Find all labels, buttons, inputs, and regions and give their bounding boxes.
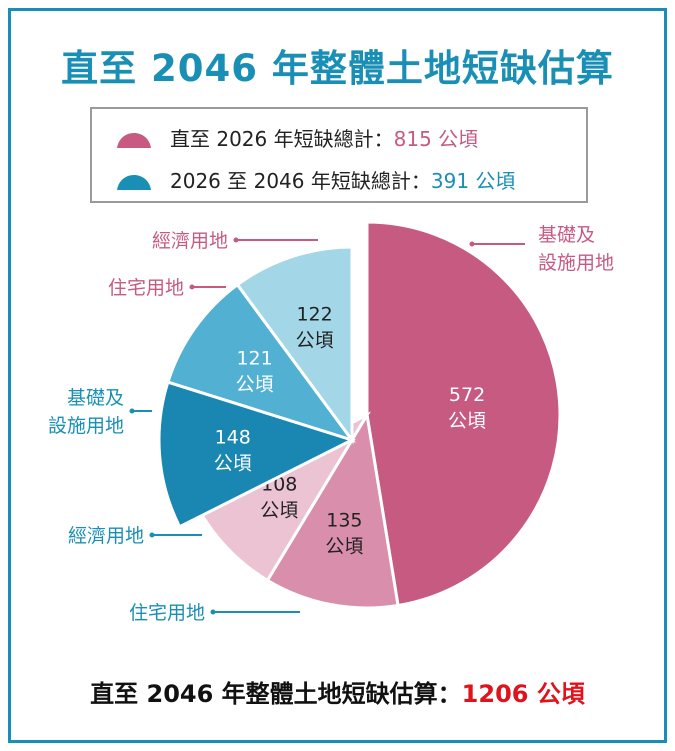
leader-dot	[149, 532, 155, 538]
slice-unit: 公頃	[296, 329, 334, 351]
pie-slice-b-0	[157, 380, 356, 529]
slice-value: 121	[236, 347, 272, 369]
slice-unit: 公頃	[236, 373, 274, 395]
slice-value: 122	[296, 303, 332, 325]
pie-slice-a-1	[265, 410, 400, 610]
slice-value: 148	[215, 427, 251, 449]
summary-footer: 直至 2046 年整體土地短缺估算：1206 公頃	[0, 674, 675, 709]
legend-fan-2046	[117, 175, 151, 190]
legend-fan-2026	[117, 133, 151, 148]
leader-dot	[129, 408, 135, 414]
legend-label-2046: 2026 至 2046 年短缺總計：	[170, 168, 431, 193]
pie-slice-b-1	[166, 282, 356, 443]
category-label: 經濟用地	[152, 230, 228, 252]
leader-dot	[210, 609, 216, 615]
legend-swatch-2026	[117, 133, 151, 148]
pie-slice-a-0	[365, 220, 562, 608]
summary-total: 1206 公頃	[461, 680, 585, 708]
category-label: 經濟用地	[68, 525, 144, 547]
slice-unit: 公頃	[325, 536, 363, 558]
slice-unit: 公頃	[260, 499, 298, 521]
legend-swatch-2046	[117, 175, 151, 190]
legend-item-2026: 直至 2026 年短缺總計： 815 公頃	[114, 119, 478, 155]
legend-label-2026: 直至 2026 年短缺總計：	[170, 126, 394, 151]
summary-label: 直至 2046 年整體土地短缺估算：	[90, 680, 462, 708]
pie-slice-b-2	[235, 245, 354, 445]
slice-unit: 公頃	[448, 410, 486, 432]
legend-value-2026: 815 公頃	[393, 126, 479, 151]
leader-dot	[233, 237, 239, 243]
category-label: 設施用地	[48, 415, 124, 437]
leader-dot	[469, 241, 475, 247]
category-label: 住宅用地	[129, 602, 205, 624]
legend-value-2046: 391 公頃	[430, 168, 516, 193]
category-label: 基礎及	[538, 224, 595, 246]
chart-title: 直至 2046 年整體土地短缺估算	[61, 47, 614, 90]
leader-dot	[189, 284, 195, 290]
category-label: 設施用地	[538, 252, 614, 274]
category-label: 基礎及	[67, 387, 124, 409]
legend: 直至 2026 年短缺總計： 815 公頃 2026 至 2046 年短缺總計： 3…	[90, 107, 588, 203]
legend-item-2046: 2026 至 2046 年短缺總計： 391 公頃	[114, 161, 515, 197]
category-label: 住宅用地	[108, 277, 184, 299]
slice-value: 572	[449, 384, 485, 406]
slice-unit: 公頃	[214, 453, 252, 475]
figure-frame	[8, 8, 667, 743]
slice-value: 135	[326, 510, 362, 532]
